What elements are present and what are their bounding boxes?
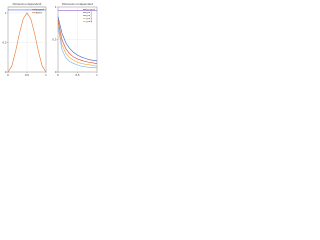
legend-label: n=4	[87, 20, 93, 24]
x-tick-label: 0	[57, 73, 59, 77]
data-line	[57, 26, 98, 69]
y-tick-label: 0	[55, 70, 57, 74]
data-line	[57, 16, 98, 62]
x-tick-label: 1	[96, 73, 98, 77]
x-tick-label: 0.5	[25, 73, 29, 77]
y-tick-label: 1	[5, 11, 7, 15]
x-tick-label: 0.5	[75, 73, 79, 77]
x-tick-label: 1	[45, 73, 47, 77]
legend-label: n=3	[87, 17, 93, 21]
data-line	[57, 23, 98, 67]
legend-label: n=2	[87, 14, 93, 18]
chart-title: Dimension-dependent	[13, 2, 42, 6]
y-tick-label: 1	[55, 5, 57, 9]
legend-label: n=1	[87, 11, 93, 15]
y-tick-label: 0	[5, 70, 7, 74]
y-tick-label: 0.5	[52, 38, 56, 42]
y-tick-label: 0.5	[2, 40, 6, 44]
x-tick-label: 0	[7, 73, 9, 77]
legend-label: bound	[36, 8, 45, 12]
legend-label: bound	[87, 8, 96, 12]
chart-title: Dimension-independent	[62, 2, 93, 6]
legend-label: error	[36, 12, 43, 15]
data-line	[7, 12, 47, 73]
data-line	[57, 19, 98, 64]
